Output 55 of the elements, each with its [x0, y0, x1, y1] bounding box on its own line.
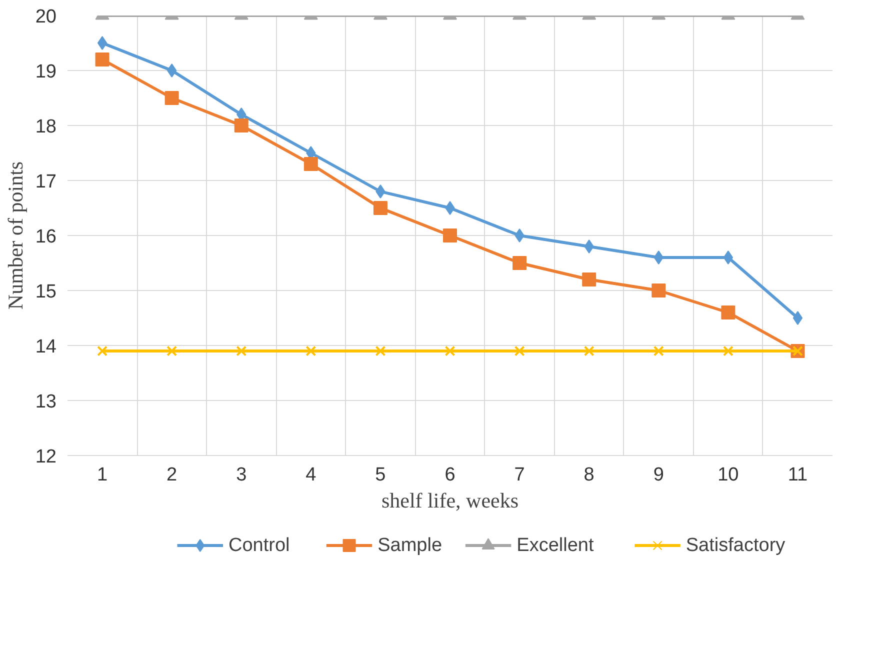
- point: [234, 118, 248, 132]
- point: [512, 256, 527, 270]
- point: [514, 228, 524, 242]
- point: [376, 184, 386, 198]
- point: [164, 91, 179, 105]
- legend-label: Satisfactory: [686, 535, 786, 556]
- x-tick-label: 5: [375, 464, 386, 486]
- x-tick-label: 7: [514, 464, 525, 486]
- point: [444, 346, 456, 356]
- point: [443, 228, 457, 242]
- point: [653, 346, 664, 356]
- y-tick-label: 16: [35, 226, 57, 248]
- point: [166, 64, 177, 78]
- legend-label: Excellent: [516, 535, 594, 556]
- x-tick-label: 9: [653, 464, 664, 486]
- point: [721, 306, 736, 320]
- x-tick-label: 10: [718, 464, 739, 486]
- y-axis-title: Number of points: [3, 161, 28, 310]
- point: [584, 240, 594, 254]
- point: [584, 346, 594, 356]
- x-tick-label: 4: [306, 464, 317, 486]
- point: [722, 346, 734, 356]
- legend-label: Sample: [378, 535, 442, 556]
- x-tick-label: 11: [788, 464, 808, 486]
- y-tick-label: 17: [35, 172, 57, 192]
- point: [514, 346, 525, 356]
- legend-label: Control: [228, 535, 290, 556]
- point: [445, 201, 455, 215]
- y-tick-label: 19: [35, 62, 57, 82]
- point: [792, 311, 803, 325]
- y-tick-label: 15: [35, 282, 57, 302]
- x-axis-title: shelf life, weeks: [381, 488, 519, 512]
- y-tick-label: 18: [35, 116, 57, 138]
- point: [375, 346, 386, 356]
- x-tick-label: 2: [166, 464, 178, 486]
- point: [723, 250, 734, 264]
- x-tick-label: 3: [236, 464, 247, 486]
- point: [95, 52, 110, 66]
- x-tick-label: 1: [96, 464, 108, 486]
- point: [304, 157, 318, 171]
- point: [654, 250, 664, 264]
- point: [97, 36, 108, 50]
- point: [652, 284, 666, 298]
- point: [373, 201, 388, 215]
- y-tick-label: 14: [35, 336, 57, 358]
- point: [97, 346, 108, 356]
- y-tick-label: 20: [35, 6, 57, 28]
- point: [306, 346, 316, 356]
- x-tick-label: 6: [444, 464, 456, 486]
- point: [582, 272, 596, 286]
- y-tick-label: 12: [35, 446, 57, 468]
- point: [166, 346, 178, 356]
- x-tick-label: 8: [584, 464, 594, 486]
- y-tick-label: 13: [35, 392, 57, 412]
- point: [236, 346, 247, 356]
